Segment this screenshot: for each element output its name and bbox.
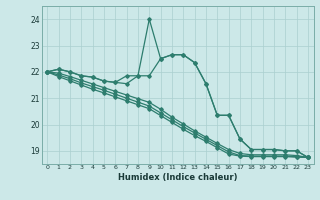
X-axis label: Humidex (Indice chaleur): Humidex (Indice chaleur) xyxy=(118,173,237,182)
